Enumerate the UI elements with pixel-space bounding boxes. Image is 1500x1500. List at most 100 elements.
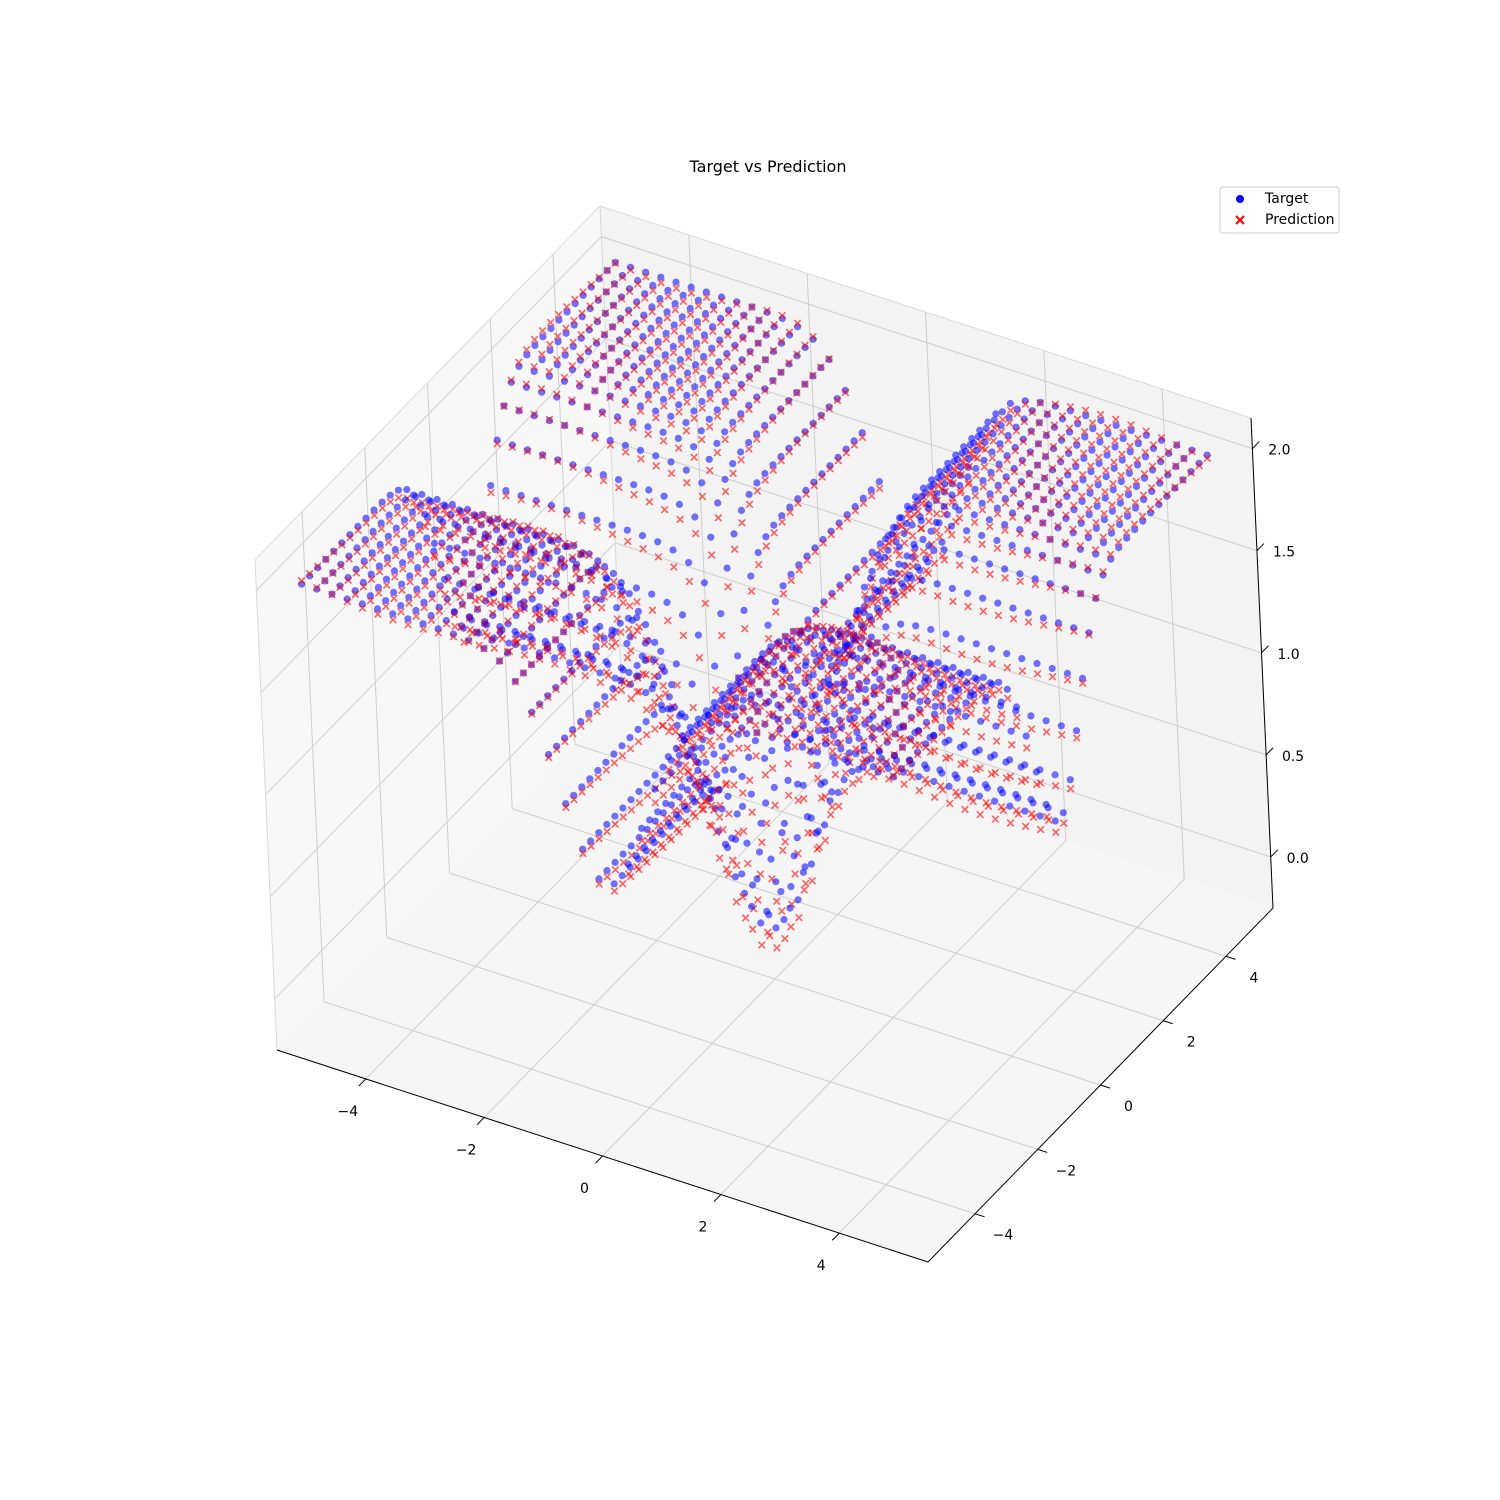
target-point [606,392,614,400]
prediction-point [393,509,402,518]
target-point [903,574,911,583]
target-point [643,779,651,787]
prediction-point [1102,445,1111,453]
target-point [713,439,721,447]
target-point [979,477,987,485]
prediction-point [617,591,625,600]
prediction-point [942,644,951,653]
prediction-point [1061,538,1070,547]
target-point [753,430,761,438]
target-point [831,710,839,718]
prediction-point [655,693,663,702]
prediction-point [873,638,882,647]
prediction-point [527,710,536,718]
target-point [586,775,594,783]
prediction-point [474,582,483,591]
prediction-point [671,305,680,314]
prediction-point [762,542,771,551]
target-point [670,321,678,329]
prediction-point [506,546,515,554]
prediction-point [803,633,811,642]
target-point [383,554,391,562]
target-point [1110,464,1118,472]
prediction-point [684,353,693,362]
prediction-point [949,597,957,606]
target-point [817,411,825,419]
prediction-point [979,482,988,491]
prediction-point [633,280,642,288]
target-point [709,705,717,713]
prediction-point [868,729,876,738]
prediction-point [898,743,907,752]
prediction-point [1077,492,1086,501]
prediction-point [1076,542,1085,550]
prediction-point [801,429,810,438]
prediction-point [663,616,672,625]
target-point [1081,433,1089,441]
prediction-point [721,402,730,411]
target-point [1016,570,1024,578]
target-point [801,428,809,436]
target-point [794,780,802,788]
prediction-point [644,395,653,404]
prediction-point [1106,550,1115,559]
target-point [997,786,1005,794]
target-point [563,308,571,316]
target-point [895,560,903,568]
prediction-point [895,569,904,578]
prediction-point [985,522,994,531]
target-point [817,663,825,671]
target-point [1188,446,1196,454]
prediction-point [455,508,464,517]
target-point [585,709,593,717]
prediction-point [583,605,592,614]
target-point [367,570,375,578]
target-point [806,735,815,743]
prediction-point [681,761,690,770]
tick-mark [713,1194,722,1203]
target-point [375,562,383,570]
prediction-point [662,814,671,823]
prediction-point [807,707,815,716]
prediction-point [627,694,635,703]
prediction-point [626,646,635,655]
prediction-point [689,741,697,750]
target-point [523,351,531,359]
target-point [847,706,855,715]
prediction-point [851,744,860,753]
target-point [627,796,635,804]
prediction-point [761,771,770,779]
target-point [1048,487,1056,496]
prediction-point [903,584,912,593]
target-point [400,516,408,524]
target-point [1027,427,1035,435]
target-point [664,753,672,761]
prediction-point [724,809,733,818]
target-point [608,583,616,591]
target-point [694,715,703,723]
target-point [1132,504,1140,512]
prediction-point [722,376,731,385]
prediction-point [1024,618,1033,626]
legend-label-target: Target [1264,191,1309,207]
prediction-point [748,679,756,688]
target-point [834,658,842,666]
target-point [404,615,412,623]
prediction-point [552,390,561,399]
prediction-point [676,767,685,776]
target-point [763,308,771,316]
target-point [995,460,1003,468]
target-point [1001,521,1009,529]
target-point [733,810,741,818]
prediction-point [610,759,619,767]
prediction-point [734,829,742,837]
prediction-point [828,592,836,601]
target-point [1032,768,1040,776]
prediction-point [376,546,385,555]
target-point [881,553,889,561]
legend: Target Prediction [1219,186,1340,234]
prediction-point [939,686,948,695]
target-point [691,513,699,521]
target-point [956,481,964,490]
prediction-point [603,872,612,881]
